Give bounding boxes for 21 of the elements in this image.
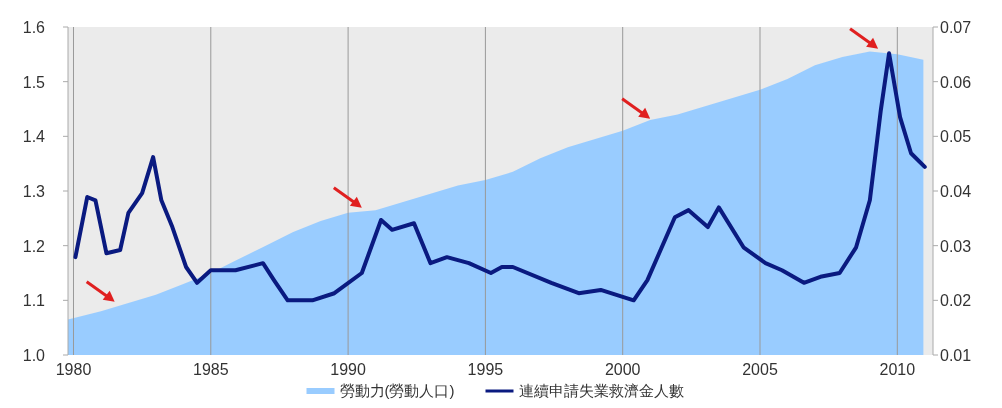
- y2-tick-label: 0.03: [940, 237, 972, 255]
- y-tick-label: 1.2: [22, 237, 46, 255]
- x-tick-label: 1990: [330, 361, 366, 378]
- y2-tick-label: 0.02: [940, 292, 972, 310]
- y2-tick-label: 0.01: [940, 347, 972, 364]
- x-tick-label: 2005: [742, 361, 778, 378]
- x-tick-label: 1995: [467, 361, 504, 378]
- y-tick-label: 1.1: [22, 292, 46, 310]
- x-tick-label: 1985: [193, 361, 229, 378]
- y-tick-label: 1.0: [22, 347, 46, 364]
- y2-tick-label: 0.06: [940, 73, 972, 91]
- x-tick-label: 2000: [604, 361, 641, 378]
- x-tick-label: 1980: [55, 361, 92, 378]
- y-tick-label: 1.3: [22, 183, 46, 200]
- y2-tick-label: 0.07: [940, 19, 972, 36]
- y-tick-label: 1.5: [22, 73, 46, 91]
- y-tick-label: 1.6: [22, 19, 46, 36]
- y2-tick-label: 0.04: [940, 183, 972, 200]
- y-tick-label: 1.4: [22, 128, 46, 146]
- y2-tick-label: 0.05: [940, 128, 972, 146]
- x-tick-label: 2010: [879, 361, 916, 378]
